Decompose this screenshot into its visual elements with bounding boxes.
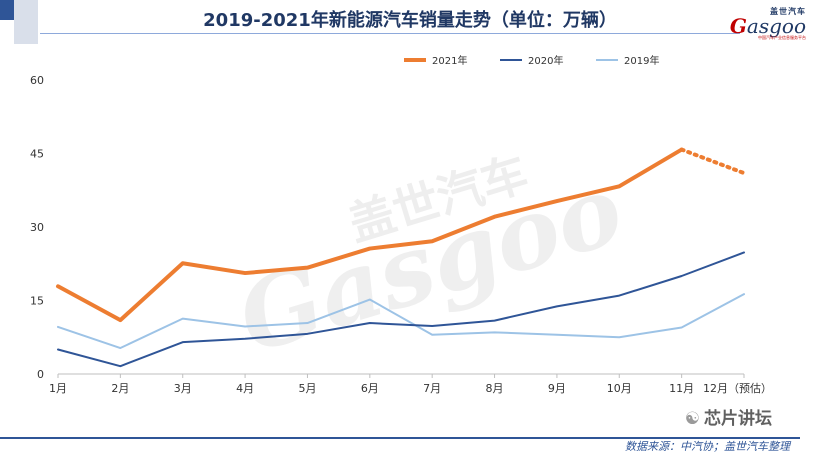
- data-point-2020年: [244, 338, 246, 340]
- chart-legend: 2021年 2020年 2019年: [404, 54, 659, 67]
- corner-accent-grey: [14, 0, 38, 44]
- footer-divider: [0, 437, 800, 439]
- logo-en-rest: asgoo: [746, 14, 806, 38]
- data-point-2019年: [119, 347, 121, 349]
- data-point-2020年: [182, 341, 184, 343]
- y-tick-label: 60: [30, 74, 44, 87]
- data-point-2021年: [244, 272, 246, 274]
- data-source: 数据来源：中汽协；盖世汽车整理: [625, 440, 790, 453]
- data-point-2020年: [743, 251, 745, 253]
- wechat-account: ☯ 芯片讲坛: [685, 404, 772, 429]
- page-title: 2019-2021年新能源汽车销量走势（单位：万辆）: [203, 10, 617, 31]
- data-point-2019年: [680, 326, 682, 328]
- data-point-2020年: [369, 322, 371, 324]
- data-point-2021年: [493, 216, 495, 218]
- series-line-2021年: [56, 147, 684, 323]
- logo-en-prefix: G: [729, 14, 747, 38]
- data-point-2021年: [556, 200, 558, 202]
- title-divider: [40, 33, 740, 34]
- legend-label: 2021年: [432, 54, 467, 67]
- data-point-2019年: [306, 322, 308, 324]
- wechat-account-name: 芯片讲坛: [704, 409, 772, 429]
- x-tick-label: 7月: [423, 382, 441, 395]
- logo-cn-text: 盖世汽车: [770, 7, 806, 16]
- data-point-2021年: [306, 266, 308, 268]
- data-point-2019年: [244, 325, 246, 327]
- x-tick-label: 2月: [111, 382, 129, 395]
- data-point-2020年: [618, 294, 620, 296]
- x-tick-label: 12月（预估）: [703, 382, 772, 395]
- logo-en-text: Gasgoo: [729, 14, 806, 38]
- data-point-2020年: [680, 275, 682, 277]
- data-point-2019年: [556, 334, 558, 336]
- logo-tagline: 中国汽车产业信息服务平台: [758, 35, 806, 40]
- data-point-2021年: [431, 240, 433, 242]
- data-point-2019年: [618, 336, 620, 338]
- y-tick-label: 0: [37, 368, 44, 381]
- data-point-2021年: [369, 247, 371, 249]
- x-tick-label: 4月: [236, 382, 254, 395]
- data-point-2020年: [556, 305, 558, 307]
- data-point-2019年: [431, 334, 433, 336]
- data-point-2020年: [119, 365, 121, 367]
- y-tick-label: 45: [30, 148, 44, 161]
- series-line-2019年: [57, 293, 745, 350]
- data-point-2020年: [431, 325, 433, 327]
- x-tick-label: 9月: [548, 382, 566, 395]
- series-forecast-2021年: [679, 147, 746, 176]
- data-point-2019年: [182, 317, 184, 319]
- data-point-2021年: [182, 262, 184, 264]
- data-point-2019年: [743, 293, 745, 295]
- data-point-2021年: [743, 172, 745, 174]
- y-tick-label: 30: [30, 221, 44, 234]
- gasgoo-logo: 盖世汽车 Gasgoo 中国汽车产业信息服务平台: [730, 6, 806, 41]
- data-point-2019年: [493, 331, 495, 333]
- data-point-2021年: [680, 148, 682, 150]
- data-point-2021年: [618, 185, 620, 187]
- chart-axes: 0 15 30 45 60 1月 2月 3月 4月 5月 6月 7月 8月 9月 10月 11月 12月（预估）: [30, 74, 772, 395]
- corner-accent-blue: [0, 0, 14, 20]
- x-tick-label: 1月: [49, 382, 67, 395]
- data-point-2021年: [119, 319, 121, 321]
- y-tick-label: 15: [30, 295, 44, 308]
- data-point-2019年: [369, 298, 371, 300]
- watermark: 盖世汽车 Gasgoo: [226, 146, 635, 375]
- x-tick-label: 11月: [669, 382, 694, 395]
- x-tick-label: 10月: [607, 382, 632, 395]
- data-point-2020年: [57, 348, 59, 350]
- x-tick-label: 3月: [174, 382, 192, 395]
- x-tick-label: 8月: [486, 382, 504, 395]
- data-point-2020年: [493, 319, 495, 321]
- data-point-2021年: [57, 285, 59, 287]
- data-point-2020年: [306, 333, 308, 335]
- x-tick-label: 5月: [298, 382, 316, 395]
- wechat-icon: ☯: [684, 409, 700, 429]
- x-tick-label: 6月: [361, 382, 379, 395]
- data-point-2019年: [57, 326, 59, 328]
- legend-label: 2019年: [624, 54, 659, 67]
- legend-label: 2020年: [528, 54, 563, 67]
- series-line-2020年: [57, 251, 745, 368]
- chart-series: [56, 147, 746, 368]
